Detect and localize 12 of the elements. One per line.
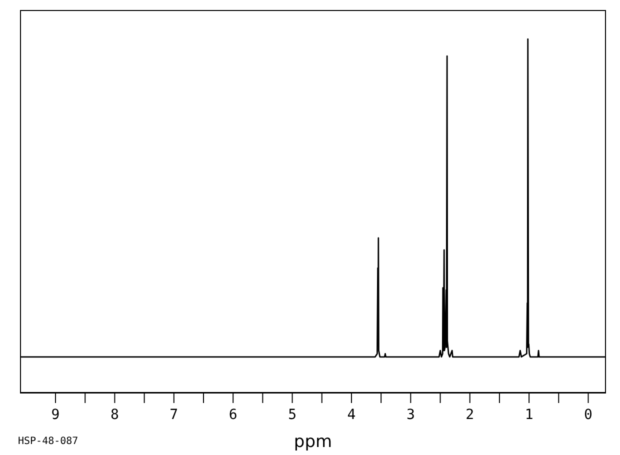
x-tick-label: 8 [110,407,119,423]
x-tick-label: 7 [170,407,178,423]
x-tick-label: 5 [288,407,296,423]
x-axis-title: ppm [294,432,332,452]
x-tick-label: 1 [524,407,534,423]
x-tick-label: 2 [466,407,474,423]
x-tick-label: 3 [406,407,415,423]
x-tick-label: 4 [347,407,356,423]
x-tick-label: 9 [51,407,60,423]
x-tick-label: 6 [228,407,238,423]
x-tick-label: 0 [584,407,592,423]
text: HSP-48-087 [18,436,78,447]
